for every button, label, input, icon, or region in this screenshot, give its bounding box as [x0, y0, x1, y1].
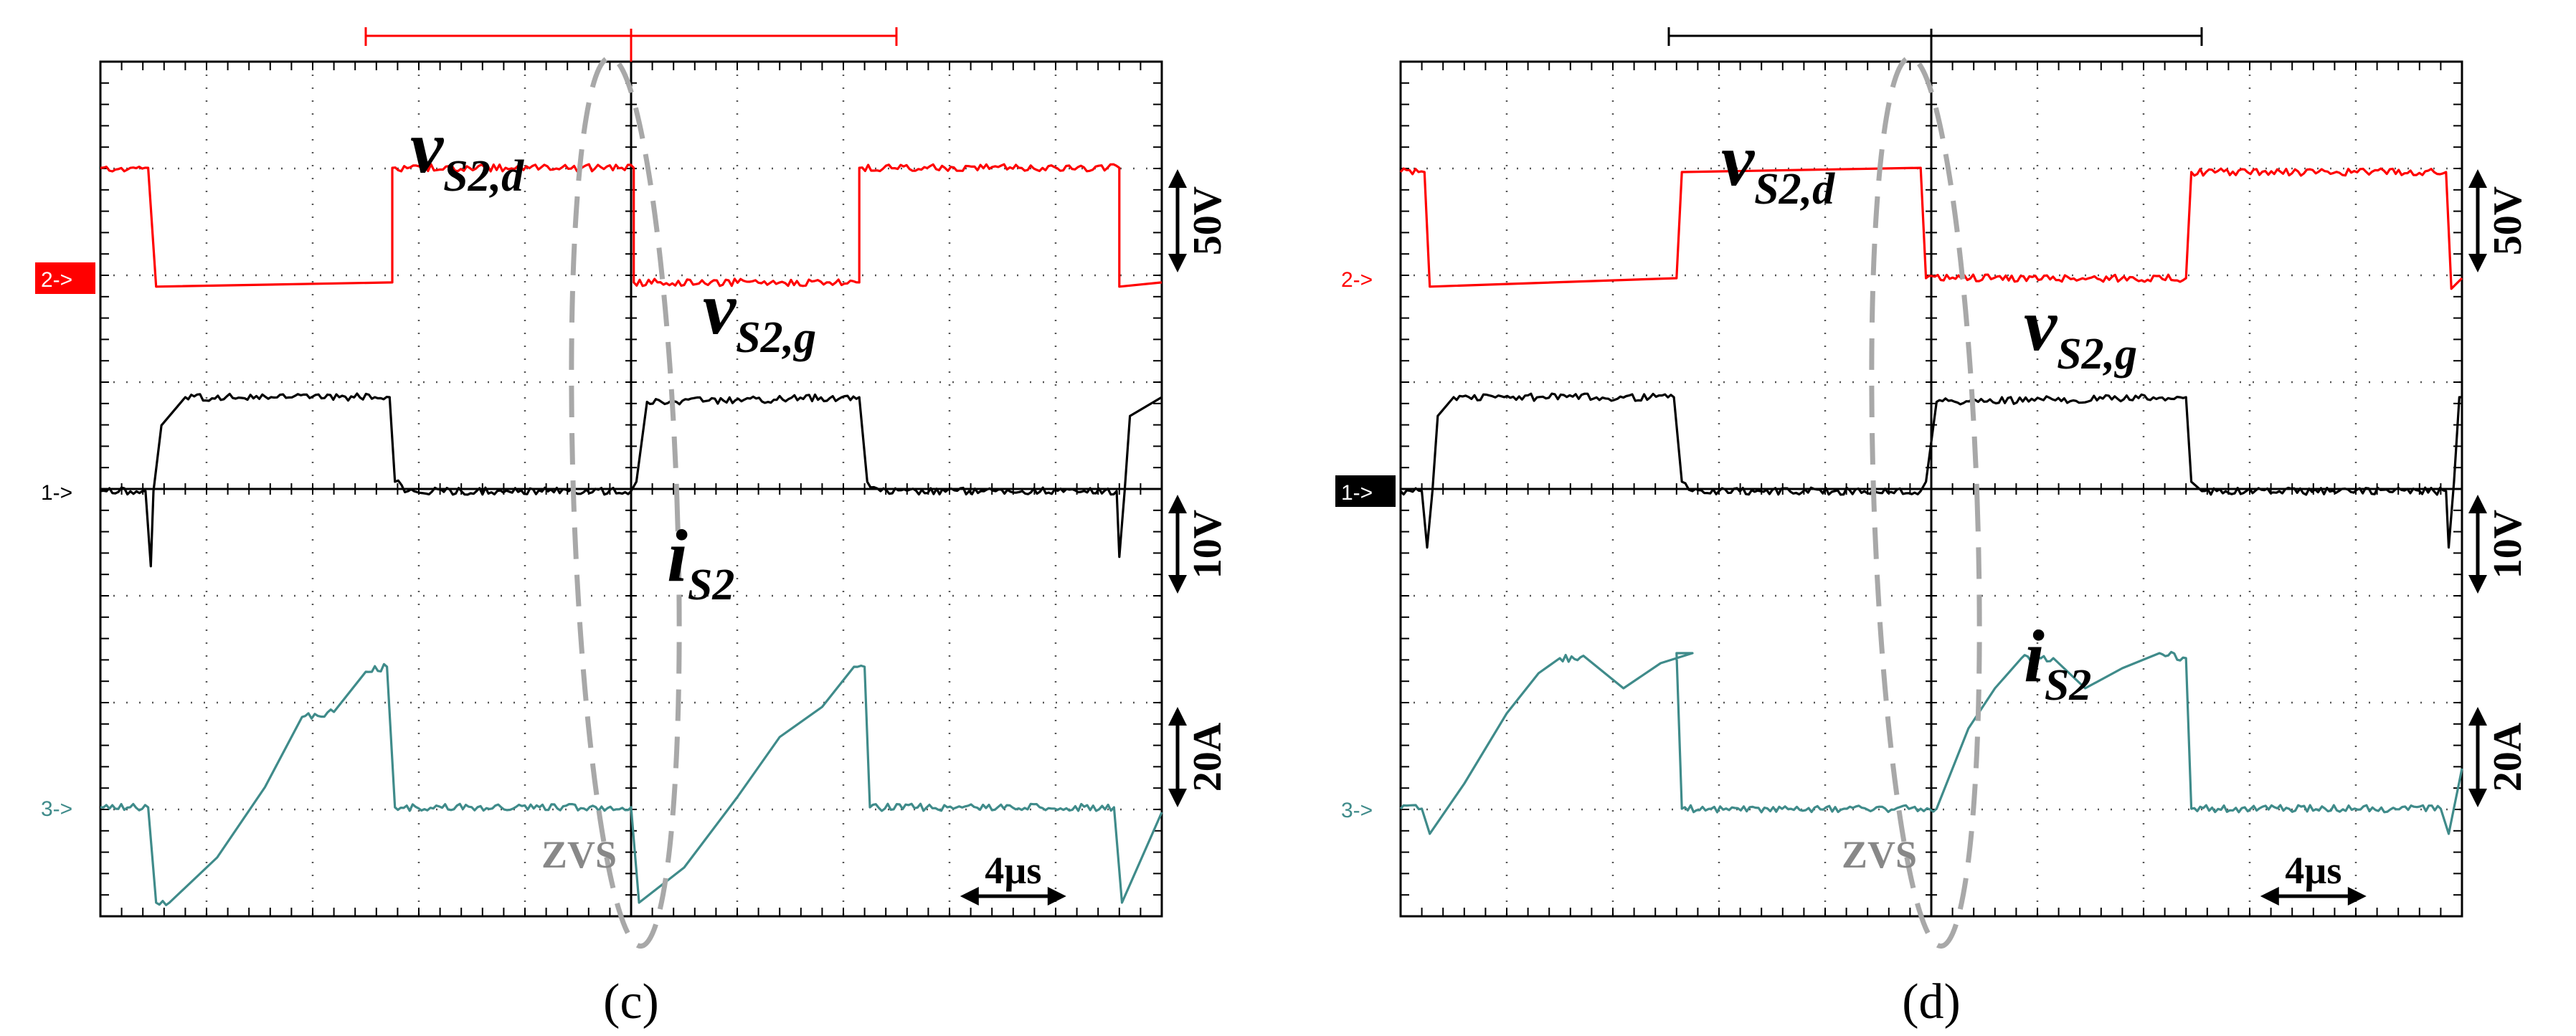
scale-bar-arrow — [2468, 169, 2487, 188]
zvs-ellipse — [1869, 54, 1982, 949]
channel-marker-box — [1335, 475, 1396, 507]
panel-subtitle: (c) — [603, 974, 659, 1030]
scale-bar-arrow — [1168, 169, 1187, 188]
channel-marker-label: 3-> — [1341, 799, 1373, 822]
scale-label: 20A — [2486, 722, 2530, 792]
trace-vs2d — [1399, 166, 2463, 290]
timebase-bracket — [1667, 27, 2203, 62]
scale-bar-arrow — [2468, 254, 2487, 272]
trace-label-3: iS2 — [667, 515, 734, 609]
time-scale-arrow — [960, 887, 979, 906]
time-scale-label: 4µs — [2285, 849, 2341, 892]
trace-is2 — [1399, 650, 2463, 835]
channel-marker-2: 2-> — [1341, 268, 1373, 292]
minor-ticks — [1400, 61, 2463, 917]
channel-marker-3: 3-> — [1341, 799, 1373, 822]
channel-marker-1: 1-> — [1335, 475, 1396, 507]
scale-label: 10V — [1185, 510, 1230, 579]
scale-bar-arrow — [2468, 495, 2487, 513]
panel-d: 2-> 1-> 3-> 50V 10V 20A 4µs ZVS vS2,d vS2,g iS2 (d) — [1335, 27, 2530, 1030]
channel-marker-label: 1-> — [41, 481, 72, 505]
trace-label-2: vS2,d — [1721, 119, 1835, 214]
scale-bar-arrow — [1168, 254, 1187, 272]
trace-vs2g — [1399, 392, 2462, 549]
panel-c: 2-> 1-> 3-> 50V 10V 20A 4µs ZVS vS2,d vS2,g iS2 (c) — [35, 27, 1230, 1030]
trace-vs2g — [100, 392, 1162, 568]
scale-label: 10V — [2486, 510, 2530, 579]
scale-bar-2: 50V — [2468, 169, 2530, 272]
channel-marker-label: 2-> — [41, 268, 72, 292]
trace-vs2d — [100, 163, 1162, 288]
trace-label-2: vS2,d — [410, 106, 524, 201]
zvs-label: ZVS — [1842, 833, 1917, 876]
scale-bar-arrow — [1168, 789, 1187, 807]
trace-label-3: iS2 — [2024, 615, 2091, 710]
channel-marker-box — [35, 262, 95, 294]
trace-label-1: vS2,g — [703, 267, 816, 362]
channel-marker-3: 3-> — [41, 797, 72, 821]
time-scale-arrow — [2347, 887, 2367, 906]
time-scale-arrow — [2260, 887, 2279, 906]
channel-marker-2: 2-> — [35, 262, 95, 294]
scale-label: 20A — [1185, 722, 1230, 792]
scale-bar-3: 20A — [1168, 707, 1230, 807]
time-scale-arrow — [1047, 887, 1066, 906]
scale-bar-arrow — [1168, 575, 1187, 594]
scale-bar-arrow — [1168, 707, 1187, 726]
panel-subtitle: (d) — [1902, 974, 1961, 1030]
minor-ticks — [100, 61, 1162, 917]
channel-marker-1: 1-> — [41, 481, 72, 505]
scale-bar-arrow — [2468, 707, 2487, 726]
scale-bar-3: 20A — [2468, 707, 2530, 807]
channel-marker-label: 1-> — [1341, 481, 1373, 505]
time-scale: 4µs — [2260, 849, 2367, 906]
time-scale-label: 4µs — [985, 849, 1041, 892]
scale-label: 50V — [2486, 186, 2530, 255]
trace-is2 — [100, 662, 1163, 906]
trace-label-1: vS2,g — [2024, 284, 2137, 379]
zvs-label: ZVS — [541, 833, 617, 876]
channel-marker-label: 3-> — [41, 797, 72, 821]
time-scale: 4µs — [960, 849, 1066, 906]
scale-bar-arrow — [2468, 789, 2487, 807]
scale-bar-1: 10V — [1168, 495, 1230, 594]
scale-bar-2: 50V — [1168, 169, 1230, 272]
scale-bar-1: 10V — [2468, 495, 2530, 594]
zvs-ellipse — [569, 54, 682, 949]
timebase-bracket — [364, 27, 898, 62]
channel-marker-label: 2-> — [1341, 268, 1373, 292]
scale-bar-arrow — [1168, 495, 1187, 513]
scale-bar-arrow — [2468, 575, 2487, 594]
scale-label: 50V — [1185, 186, 1230, 255]
